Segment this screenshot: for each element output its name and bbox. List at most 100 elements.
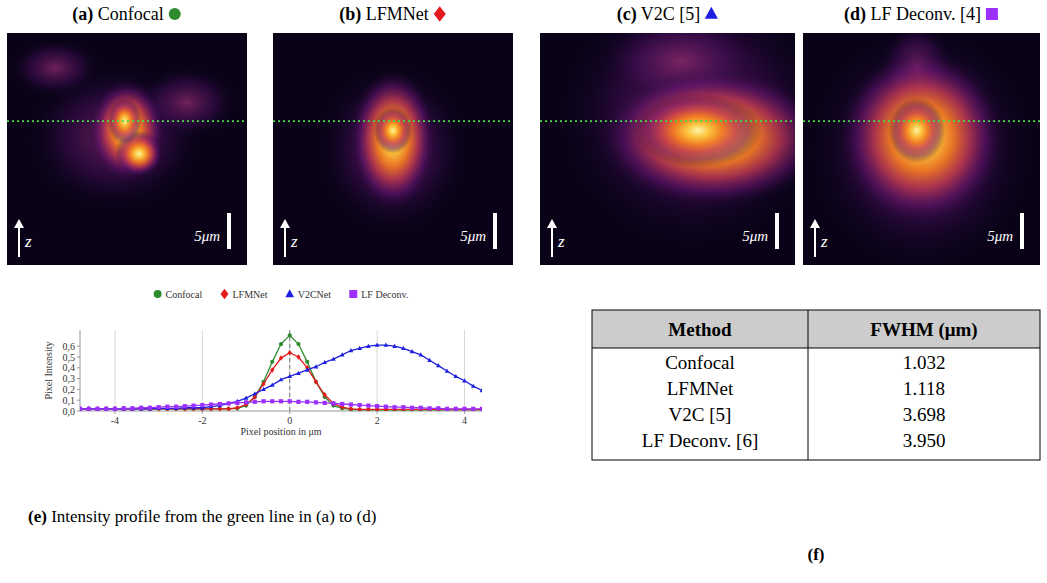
series-point <box>279 377 284 381</box>
legend-marker <box>349 290 357 298</box>
series-point <box>148 406 153 410</box>
series-point <box>270 367 274 372</box>
series-point <box>401 405 405 409</box>
series-point <box>148 406 152 410</box>
series-point <box>218 402 222 406</box>
series-point <box>80 406 82 411</box>
series-point <box>157 406 161 411</box>
series-point <box>366 344 371 348</box>
series-point <box>87 407 91 411</box>
series-point <box>80 406 82 410</box>
series-point <box>104 407 108 411</box>
series-point <box>471 407 475 411</box>
table-cell: Confocal <box>665 352 735 373</box>
series-point <box>410 349 415 353</box>
panel-title: (b) LFMNet <box>339 4 429 25</box>
series-point <box>235 401 239 405</box>
series-point <box>104 406 108 411</box>
series-point <box>445 407 449 411</box>
legend-marker <box>220 289 228 299</box>
series-point <box>340 352 345 356</box>
series-point <box>209 402 213 406</box>
grid-line <box>289 330 290 411</box>
table-rule <box>592 348 1040 349</box>
series-point <box>375 404 379 408</box>
series-point <box>436 363 441 367</box>
table-cell: 3.698 <box>903 404 946 425</box>
series-point <box>288 333 292 337</box>
series-point <box>384 343 389 347</box>
series-point <box>183 404 187 408</box>
series-point <box>392 344 397 348</box>
table-cell: V2C [5] <box>669 404 732 425</box>
series-point <box>462 378 467 382</box>
series-point <box>384 405 388 409</box>
series-point <box>393 405 397 409</box>
series-line <box>80 345 482 409</box>
series-point <box>139 406 143 411</box>
scale-bar-label: 5μm <box>742 228 768 244</box>
series-point <box>87 407 91 411</box>
series-line <box>80 353 482 410</box>
series-point <box>279 342 283 346</box>
scale-bar <box>775 213 779 249</box>
series-point <box>226 401 230 405</box>
series-point <box>436 407 440 411</box>
y-tick-label: 0,4 <box>63 362 76 373</box>
z-label: z <box>290 232 298 251</box>
series-point <box>104 406 109 410</box>
series-point <box>471 407 475 411</box>
series-point <box>104 407 108 411</box>
panel-marker <box>169 8 181 20</box>
panel-title: (d) LF Deconv. [4] <box>844 4 981 25</box>
image-panel: z5μm(a) Confocal <box>7 4 247 265</box>
series-point <box>349 406 353 411</box>
series-point <box>323 392 327 397</box>
series-point <box>331 357 336 361</box>
series-point <box>288 350 292 355</box>
series-point <box>192 404 196 408</box>
z-label: z <box>820 232 828 251</box>
x-tick-label: 4 <box>462 415 467 426</box>
series-point <box>95 406 99 411</box>
series-point <box>410 407 414 411</box>
series-point <box>139 406 144 410</box>
series-point <box>235 405 239 410</box>
panel-title: (a) Confocal <box>72 4 163 25</box>
series-point <box>331 401 335 405</box>
series-point <box>122 406 126 411</box>
x-tick-label: 2 <box>375 415 380 426</box>
table-divider <box>808 310 809 460</box>
z-arrow <box>284 225 286 257</box>
series-point <box>253 400 257 404</box>
figure: z5μm(a) Confocalz5μm(b) LFMNetz5μm(c) V2… <box>0 0 1047 583</box>
series-point <box>113 406 117 411</box>
y-tick-label: 0,2 <box>63 384 76 395</box>
series-point <box>305 360 309 364</box>
series-point <box>305 400 309 404</box>
table-border <box>592 310 1040 460</box>
series-point <box>157 405 161 409</box>
series-point <box>296 400 300 404</box>
series-point <box>366 404 370 408</box>
series-point <box>121 406 126 410</box>
caption: (e) Intensity profile from the green lin… <box>28 506 528 528</box>
series-point <box>130 406 134 411</box>
series-point <box>462 407 466 411</box>
series-point <box>480 388 482 392</box>
series-point <box>427 358 432 362</box>
legend-label: Confocal <box>166 289 203 300</box>
image <box>273 33 513 265</box>
panel-marker <box>434 6 446 22</box>
scale-bar <box>493 213 497 249</box>
series-point <box>462 407 466 411</box>
series-point <box>314 379 318 384</box>
image-panel: z5μm(b) LFMNet <box>273 4 513 265</box>
series-point <box>226 406 230 411</box>
z-arrow <box>814 225 816 257</box>
series-point <box>419 406 423 410</box>
series-point <box>113 407 117 411</box>
x-tick-label: -4 <box>111 415 119 426</box>
series-point <box>454 407 458 411</box>
table-header: Method <box>668 319 732 340</box>
